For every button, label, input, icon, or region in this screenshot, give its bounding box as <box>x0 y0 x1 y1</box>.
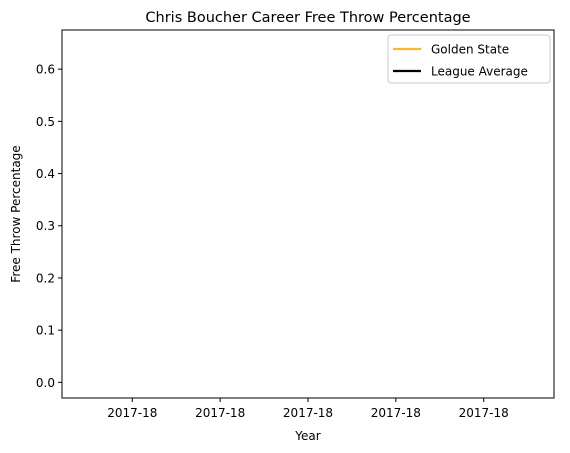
y-tick-label: 0.3 <box>36 219 55 233</box>
y-tick-label: 0.6 <box>36 63 55 77</box>
chart-title: Chris Boucher Career Free Throw Percenta… <box>145 10 470 26</box>
x-tick-label: 2017-18 <box>459 406 509 420</box>
legend-label-1: Golden State <box>431 43 509 57</box>
legend-label-2: League Average <box>431 65 528 79</box>
y-tick-label: 0.5 <box>36 115 55 129</box>
x-tick-label: 2017-18 <box>107 406 157 420</box>
y-axis: 0.0 0.1 0.2 0.3 0.4 0.5 0.6 <box>36 63 62 390</box>
y-tick-label: 0.2 <box>36 271 55 285</box>
x-tick-label: 2017-18 <box>371 406 421 420</box>
legend: Golden State League Average <box>387 34 551 84</box>
legend-frame <box>387 34 551 84</box>
y-tick-label: 0.0 <box>36 376 55 390</box>
x-tick-label: 2017-18 <box>283 406 333 420</box>
y-tick-label: 0.4 <box>36 167 55 181</box>
plot-area <box>61 29 555 399</box>
y-axis-label: Free Throw Percentage <box>9 145 23 282</box>
y-tick-label: 0.1 <box>36 324 55 338</box>
x-axis-label: Year <box>294 429 320 443</box>
x-axis: 2017-18 2017-18 2017-18 2017-18 2017-18 <box>107 398 509 420</box>
x-tick-label: 2017-18 <box>195 406 245 420</box>
plot-frame <box>61 29 555 399</box>
